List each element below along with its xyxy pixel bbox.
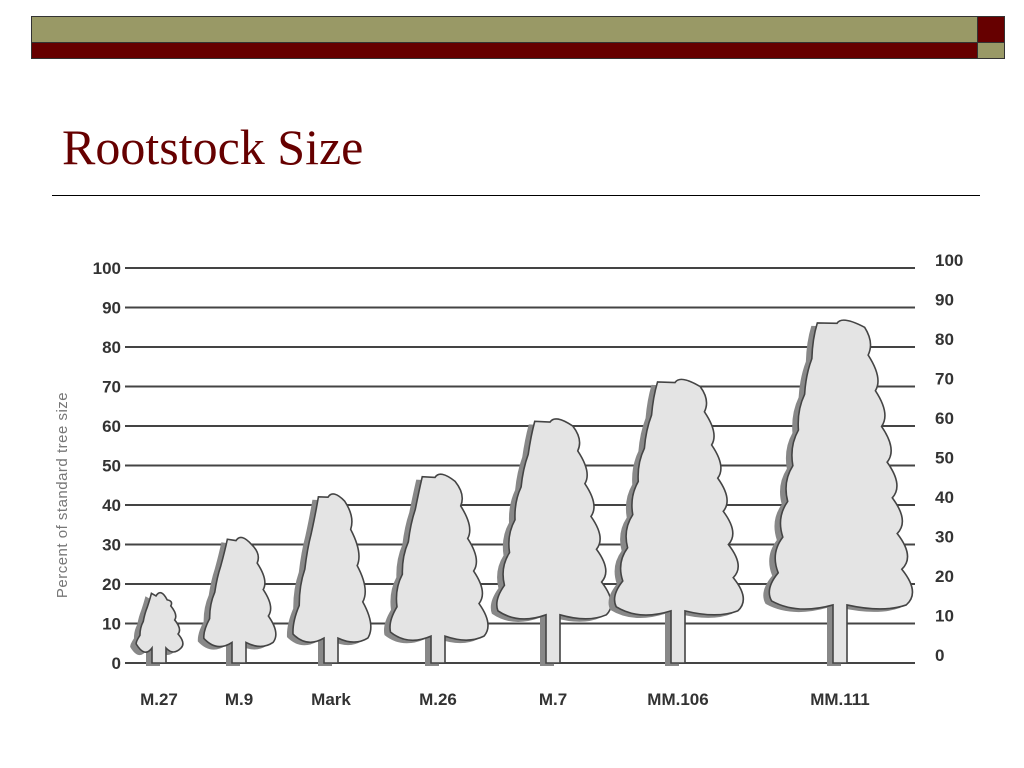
y-tick-left: 30 (102, 536, 121, 555)
category-label: MM.111 (810, 690, 870, 709)
y-tick-right: 80 (935, 330, 954, 349)
y-tick-right: 10 (935, 607, 954, 626)
y-tick-right: 0 (935, 646, 944, 665)
tree-m26 (389, 473, 489, 664)
y-tick-left: 80 (102, 338, 121, 357)
tree-m27 (135, 591, 184, 664)
category-label: M.7 (539, 690, 567, 709)
tree-mm106 (613, 378, 745, 664)
category-label: MM.106 (647, 690, 708, 709)
tree-mm111 (768, 319, 914, 664)
header-corner-olive (977, 42, 1005, 59)
header-corner-maroon (977, 16, 1005, 43)
y-tick-left: 90 (102, 299, 121, 318)
y-tick-left: 100 (93, 259, 121, 278)
y-tick-right: 40 (935, 488, 954, 507)
y-tick-left: 10 (102, 615, 121, 634)
y-tick-left: 40 (102, 496, 121, 515)
category-label: M.27 (140, 690, 178, 709)
y-tick-right: 70 (935, 370, 954, 389)
y-tick-right: 100 (935, 251, 963, 270)
y-tick-left: 70 (102, 378, 121, 397)
tree-m7 (496, 418, 612, 664)
y-axis-label: Percent of standard tree size (54, 392, 71, 598)
y-tick-left: 50 (102, 457, 121, 476)
y-tick-left: 0 (112, 654, 121, 673)
tree-m9 (203, 536, 277, 664)
rootstock-chart: 0 0 10 10 20 20 30 30 40 40 50 50 60 60 70 70 80 80 90 90 10… (54, 251, 963, 709)
y-tick-right: 90 (935, 291, 954, 310)
slide-title: Rootstock Size (62, 119, 364, 175)
y-tick-left: 20 (102, 575, 121, 594)
y-tick-right: 60 (935, 409, 954, 428)
category-label: M.26 (419, 690, 457, 709)
category-label: M.9 (225, 690, 253, 709)
y-tick-right: 30 (935, 528, 954, 547)
tree-mark (292, 493, 372, 664)
title-divider (52, 195, 980, 196)
category-label: Mark (311, 690, 351, 709)
header-maroon-bar (31, 42, 978, 59)
y-tick-right: 50 (935, 449, 954, 468)
y-tick-left: 60 (102, 417, 121, 436)
header-olive-bar (31, 16, 978, 43)
y-tick-right: 20 (935, 567, 954, 586)
